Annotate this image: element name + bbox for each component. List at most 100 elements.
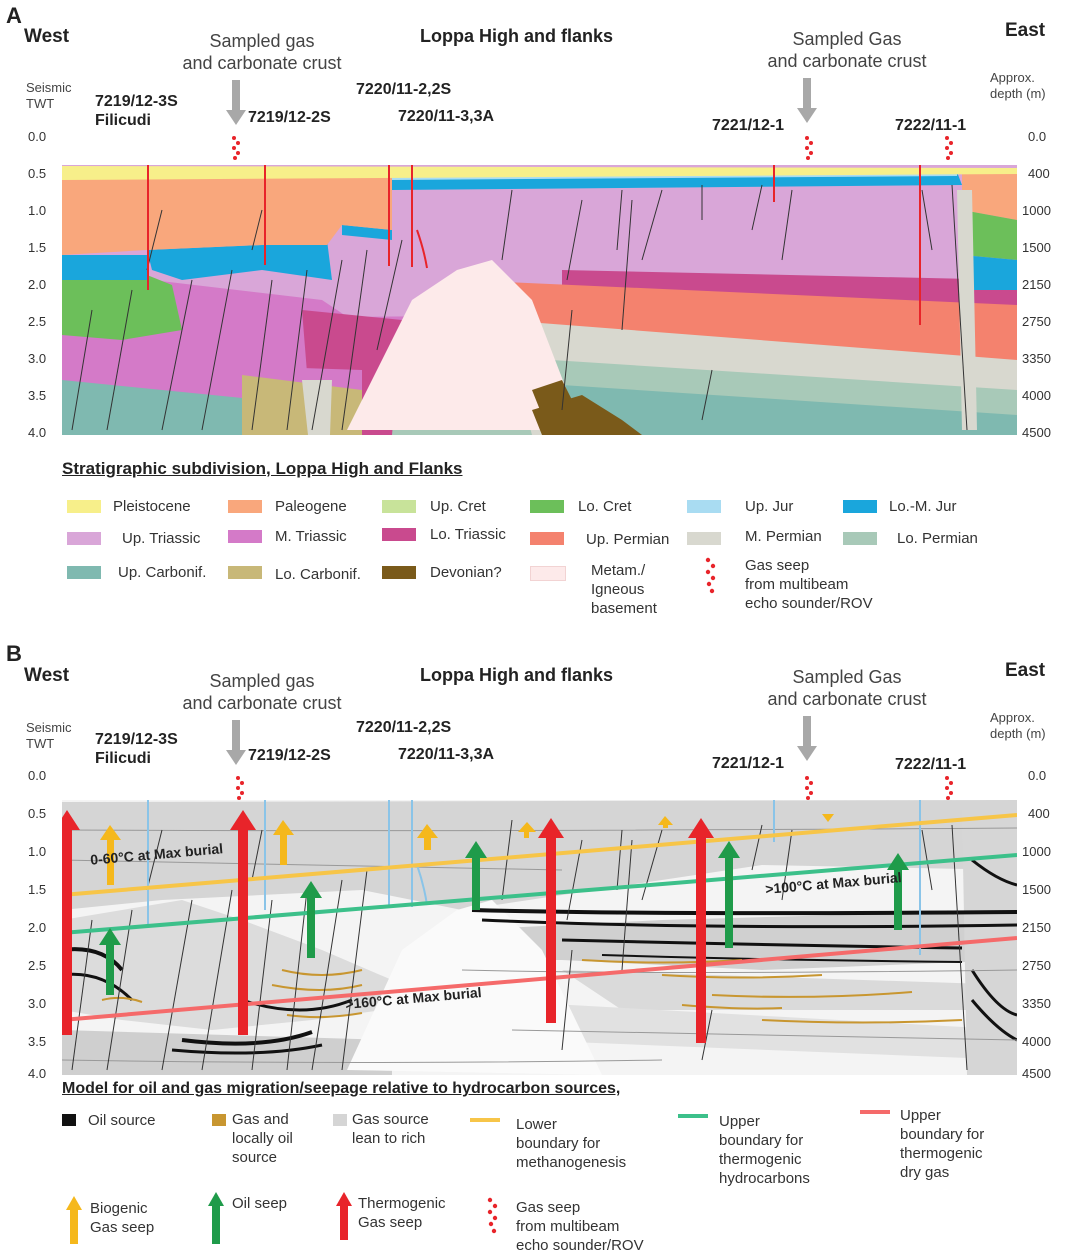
twt-tick: 0.5 <box>28 166 47 181</box>
twt-tick: 0.5 <box>28 806 47 821</box>
legend-swatch <box>382 500 416 513</box>
depth-tick: 3350 <box>1022 996 1051 1011</box>
legend-up-carbonif: Up. Carbonif. <box>118 564 207 581</box>
legend-gas-source: Gas source lean to rich <box>352 1111 429 1147</box>
twt-tick: 4.0 <box>28 425 47 440</box>
panel-a-note-left: Sampled gas and carbonate crust <box>182 31 342 73</box>
legend-paleogene: Paleogene <box>275 498 347 515</box>
panel-a-axis-left-label: Seismic TWT <box>26 80 72 111</box>
depth-tick: 4500 <box>1022 1066 1051 1081</box>
panel-b-note-left: Sampled gas and carbonate crust <box>182 671 342 713</box>
panel-a-title: Loppa High and flanks <box>420 26 614 46</box>
depth-tick: 2750 <box>1022 958 1051 973</box>
twt-tick: 2.5 <box>28 314 47 329</box>
gas-seep-icon <box>705 557 716 594</box>
legend-oil-seep: Oil seep <box>232 1195 288 1212</box>
panel-b-axis-left-label: Seismic TWT <box>26 720 72 751</box>
legend-swatch <box>67 532 101 545</box>
panel-b-well-7221-12-1: 7221/12-1 <box>712 755 785 772</box>
legend-swatch <box>228 566 262 579</box>
legend-devonian: Devonian? <box>430 564 502 581</box>
twt-tick: 1.5 <box>28 882 47 897</box>
depth-tick: 3350 <box>1022 351 1051 366</box>
legend-swatch-gas-source <box>333 1114 347 1126</box>
twt-tick: 1.0 <box>28 844 47 859</box>
twt-tick: 3.0 <box>28 996 47 1011</box>
oil-seep-arrow-icon <box>208 1192 224 1244</box>
panel-b-cross-section <box>62 770 1017 1075</box>
twt-tick: 2.5 <box>28 958 47 973</box>
panel-a-well-7220-11-2: 7220/11-2,2S <box>356 81 452 98</box>
panel-a-well-7221-12-1: 7221/12-1 <box>712 117 785 134</box>
twt-tick: 0.0 <box>28 768 47 783</box>
legend-m-permian: M. Permian <box>745 528 822 545</box>
depth-tick: 0.0 <box>1028 129 1047 144</box>
panel-b-east-label: East <box>1005 660 1046 681</box>
gas-seep-icon <box>487 1197 498 1234</box>
twt-tick: 2.0 <box>28 277 47 292</box>
legend-lo-carbonif: Lo. Carbonif. <box>275 566 361 583</box>
depth-tick: 4000 <box>1022 1034 1051 1049</box>
legend-swatch <box>67 566 101 579</box>
depth-tick: 1000 <box>1022 844 1051 859</box>
panel-a-note-right: Sampled Gas and carbonate crust <box>767 29 927 71</box>
legend-upper-thermo: Upper boundary for thermogenic hydrocarbons <box>719 1113 810 1187</box>
legend-swatch <box>382 566 416 579</box>
legend-swatch-methano <box>470 1118 500 1122</box>
twt-tick: 1.5 <box>28 240 47 255</box>
depth-tick: 4000 <box>1022 388 1051 403</box>
panel-b-arrow-left-icon <box>226 720 246 765</box>
legend-up-cret: Up. Cret <box>430 498 486 515</box>
twt-tick: 0.0 <box>28 129 47 144</box>
legend-gas-seep-b: Gas seep from multibeam echo sounder/ROV <box>516 1199 644 1254</box>
panel-b-well-7220-11-2: 7220/11-2,2S <box>356 719 452 736</box>
twt-tick: 3.0 <box>28 351 47 366</box>
depth-tick: 1500 <box>1022 240 1051 255</box>
depth-tick: 2150 <box>1022 920 1051 935</box>
legend-swatch <box>228 500 262 513</box>
panel-a-well-7219-12-3s: 7219/12-3S Filicudi <box>95 93 178 129</box>
legend-m-triassic: M. Triassic <box>275 528 347 545</box>
twt-tick: 4.0 <box>28 1066 47 1081</box>
thermogenic-arrow-icon <box>336 1192 352 1240</box>
depth-tick: 400 <box>1028 166 1050 181</box>
legend-up-triassic: Up. Triassic <box>122 530 201 547</box>
panel-a-east-label: East <box>1005 20 1046 41</box>
twt-tick: 3.5 <box>28 1034 47 1049</box>
panel-b-letter: B <box>6 641 22 666</box>
panel-b-axis-right-label: Approx. depth (m) <box>990 710 1046 741</box>
legend-upper-drygas: Upper boundary for thermogenic dry gas <box>900 1107 985 1181</box>
legend-lo-triassic: Lo. Triassic <box>430 526 506 543</box>
panel-a-axis-right-label: Approx. depth (m) <box>990 70 1046 101</box>
depth-tick: 1500 <box>1022 882 1051 897</box>
legend-swatch-drygas <box>860 1110 890 1114</box>
panel-a-well-7222-11-1: 7222/11-1 <box>895 117 967 134</box>
panel-a-well-7219-12-2s: 7219/12-2S <box>248 109 331 126</box>
depth-tick: 2150 <box>1022 277 1051 292</box>
depth-tick: 2750 <box>1022 314 1051 329</box>
panel-a-arrow-left-icon <box>226 80 246 125</box>
legend-swatch <box>382 528 416 541</box>
legend-lo-m-jur: Lo.-M. Jur <box>889 498 957 515</box>
legend-swatch <box>67 500 101 513</box>
legend-swatch <box>228 530 262 543</box>
legend-oil-source: Oil source <box>88 1112 156 1129</box>
panel-b-well-7220-11-3: 7220/11-3,3A <box>398 746 495 763</box>
legend-swatch-oil-source <box>62 1114 76 1126</box>
depth-tick: 4500 <box>1022 425 1051 440</box>
legend-up-jur: Up. Jur <box>745 498 794 515</box>
legend-basement: Metam./Igneous basement <box>591 562 657 617</box>
legend-swatch <box>843 532 877 545</box>
twt-tick: 2.0 <box>28 920 47 935</box>
legend-biogenic: Biogenic Gas seep <box>90 1200 155 1236</box>
depth-tick: 400 <box>1028 806 1050 821</box>
legend-pleistocene: Pleistocene <box>113 498 191 515</box>
panel-a-well-7220-11-3: 7220/11-3,3A <box>398 108 495 125</box>
panel-b-arrow-right-icon <box>797 716 817 761</box>
legend-gas-oil-source: Gas and locally oil source <box>232 1111 293 1166</box>
legend-lo-permian: Lo. Permian <box>897 530 978 547</box>
panel-b-west-label: West <box>24 665 70 686</box>
panel-b-title: Loppa High and flanks <box>420 665 614 685</box>
panel-a-legend-title: Stratigraphic subdivision, Loppa High an… <box>62 459 463 478</box>
legend-swatch <box>530 566 566 581</box>
